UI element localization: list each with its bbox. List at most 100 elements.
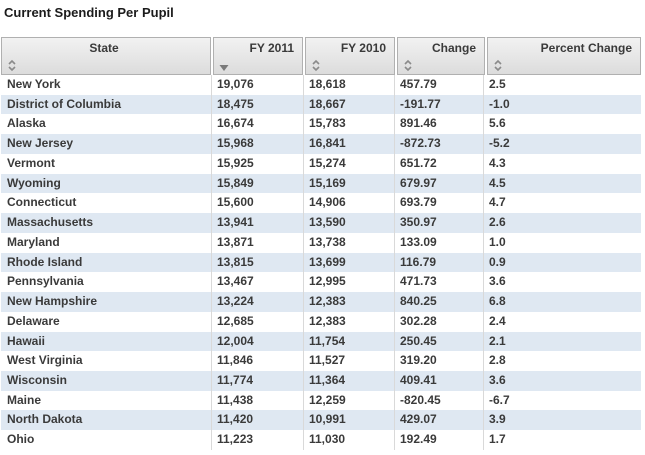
cell-fy2010: 18,667: [303, 94, 394, 115]
cell-percent-change: -1.0: [483, 94, 641, 115]
cell-fy2011: 11,774: [211, 371, 303, 391]
cell-percent-change: 4.7: [483, 193, 641, 214]
cell-fy2010: 11,754: [303, 331, 394, 352]
cell-percent-change: 0.9: [483, 252, 641, 273]
sort-both-icon[interactable]: [398, 59, 484, 74]
cell-fy2011: 15,849: [211, 173, 303, 194]
column-header-change-label: Change: [431, 41, 476, 55]
table-body: New York 19,076 18,618 457.79 2.5 Distri…: [1, 75, 641, 450]
table-row: New Jersey 15,968 16,841 -872.73 -5.2: [1, 134, 641, 154]
cell-change: 133.09: [394, 232, 483, 253]
cell-fy2011: 13,815: [211, 252, 303, 273]
cell-fy2011: 15,600: [211, 193, 303, 214]
cell-change: -820.45: [394, 390, 483, 411]
cell-percent-change: 3.6: [483, 272, 641, 293]
cell-fy2011: 12,685: [211, 311, 303, 332]
table-row: Hawaii 12,004 11,754 250.45 2.1: [1, 331, 641, 352]
column-header-state[interactable]: State: [1, 37, 211, 75]
cell-fy2011: 11,420: [211, 410, 303, 431]
table-row: Vermont 15,925 15,274 651.72 4.3: [1, 153, 641, 174]
cell-change: 471.73: [394, 272, 483, 293]
cell-percent-change: 1.7: [483, 430, 641, 450]
cell-state: Connecticut: [7, 195, 77, 210]
cell-fy2010: 13,590: [303, 213, 394, 233]
cell-fy2011: 18,475: [211, 94, 303, 115]
cell-fy2011: 12,004: [211, 331, 303, 352]
cell-fy2011: 15,925: [211, 153, 303, 174]
table-row: North Dakota 11,420 10,991 429.07 3.9: [1, 410, 641, 431]
cell-change: 693.79: [394, 193, 483, 214]
cell-state: Maryland: [7, 234, 60, 249]
sort-both-icon[interactable]: [2, 59, 210, 74]
cell-change: 840.25: [394, 292, 483, 312]
cell-fy2010: 13,738: [303, 232, 394, 253]
cell-fy2010: 16,841: [303, 134, 394, 154]
cell-state: New Jersey: [7, 136, 74, 151]
column-header-fy2011[interactable]: FY 2011: [213, 37, 303, 75]
cell-fy2010: 12,383: [303, 292, 394, 312]
cell-state: Massachusetts: [7, 215, 94, 230]
cell-fy2010: 15,783: [303, 114, 394, 135]
cell-fy2010: 12,995: [303, 272, 394, 293]
cell-fy2011: 15,968: [211, 134, 303, 154]
cell-fy2010: 13,699: [303, 252, 394, 273]
cell-state: West Virginia: [7, 353, 83, 368]
cell-change: 457.79: [394, 75, 483, 95]
cell-fy2010: 11,527: [303, 351, 394, 372]
cell-state: Maine: [7, 392, 42, 407]
cell-fy2010: 11,364: [303, 371, 394, 391]
cell-fy2010: 15,274: [303, 153, 394, 174]
cell-percent-change: -6.7: [483, 390, 641, 411]
cell-fy2011: 16,674: [211, 114, 303, 135]
table-row: Delaware 12,685 12,383 302.28 2.4: [1, 311, 641, 332]
cell-percent-change: 3.9: [483, 410, 641, 431]
cell-percent-change: 5.6: [483, 114, 641, 135]
column-header-percent-change[interactable]: Percent Change: [487, 37, 641, 75]
cell-change: 651.72: [394, 153, 483, 174]
cell-state: Wyoming: [7, 175, 61, 190]
table-row: Pennsylvania 13,467 12,995 471.73 3.6: [1, 272, 641, 293]
table-row: Massachusetts 13,941 13,590 350.97 2.6: [1, 213, 641, 233]
column-header-fy2010-label: FY 2010: [340, 41, 386, 55]
cell-percent-change: -5.2: [483, 134, 641, 154]
cell-percent-change: 2.5: [483, 75, 641, 95]
cell-percent-change: 3.6: [483, 371, 641, 391]
cell-fy2010: 12,259: [303, 390, 394, 411]
cell-percent-change: 6.8: [483, 292, 641, 312]
cell-change: 302.28: [394, 311, 483, 332]
cell-fy2011: 19,076: [211, 75, 303, 95]
cell-state: Vermont: [7, 155, 56, 170]
table-row: New Hampshire 13,224 12,383 840.25 6.8: [1, 292, 641, 312]
cell-fy2010: 15,169: [303, 173, 394, 194]
sort-both-icon[interactable]: [488, 59, 640, 74]
cell-change: 319.20: [394, 351, 483, 372]
cell-state: New York: [7, 77, 61, 91]
cell-fy2011: 13,871: [211, 232, 303, 253]
sort-descending-icon[interactable]: [214, 59, 302, 74]
column-header-change[interactable]: Change: [397, 37, 485, 75]
cell-change: -191.77: [394, 94, 483, 115]
cell-state: Pennsylvania: [7, 274, 84, 289]
cell-change: 192.49: [394, 430, 483, 450]
cell-fy2010: 11,030: [303, 430, 394, 450]
column-header-percent-change-label: Percent Change: [540, 41, 632, 55]
table-header-row: State FY 2011 FY 2010: [1, 37, 641, 75]
column-header-fy2010[interactable]: FY 2010: [305, 37, 395, 75]
sort-both-icon[interactable]: [306, 59, 394, 74]
cell-percent-change: 4.5: [483, 173, 641, 194]
cell-fy2010: 10,991: [303, 410, 394, 431]
column-header-fy2011-label: FY 2011: [249, 41, 294, 55]
cell-state: District of Columbia: [7, 96, 122, 111]
table-row: Connecticut 15,600 14,906 693.79 4.7: [1, 193, 641, 214]
table-row: Wyoming 15,849 15,169 679.97 4.5: [1, 173, 641, 194]
cell-change: -872.73: [394, 134, 483, 154]
table-row: Rhode Island 13,815 13,699 116.79 0.9: [1, 252, 641, 273]
cell-state: Wisconsin: [7, 373, 67, 388]
spending-table: State FY 2011 FY 2010: [1, 37, 641, 450]
cell-fy2011: 11,438: [211, 390, 303, 411]
cell-change: 409.41: [394, 371, 483, 391]
table-row: Maryland 13,871 13,738 133.09 1.0: [1, 232, 641, 253]
table-row: Wisconsin 11,774 11,364 409.41 3.6: [1, 371, 641, 391]
cell-percent-change: 2.6: [483, 213, 641, 233]
cell-change: 350.97: [394, 213, 483, 233]
